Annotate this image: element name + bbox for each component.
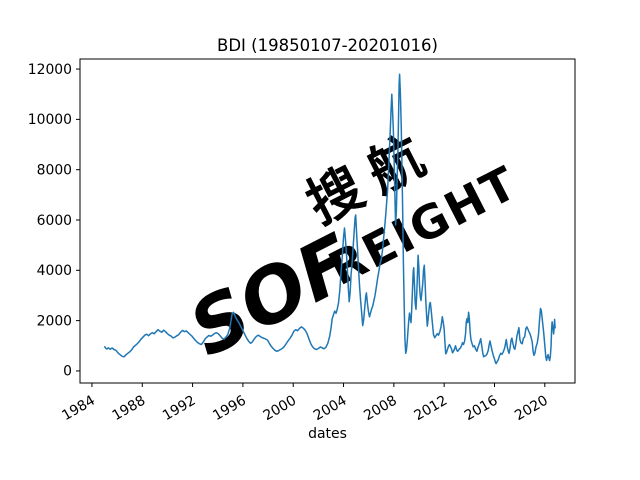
y-tick-label: 12000 [28, 62, 72, 78]
x-tick-label: 1984 [59, 393, 98, 425]
x-tick-label: 1996 [210, 393, 249, 425]
x-tick-label: 2020 [512, 393, 551, 425]
plot-border [79, 58, 576, 384]
x-tick-label: 2012 [412, 393, 451, 425]
bdi-line [104, 73, 556, 365]
y-tick-label: 10000 [28, 112, 72, 128]
y-tick-label: 4000 [37, 263, 72, 279]
bdi-line-series [104, 73, 556, 365]
x-axis-label: dates [308, 426, 347, 442]
y-tick-label: 6000 [37, 213, 72, 229]
y-tick-label: 0 [63, 364, 72, 380]
watermark: SOF REIGHT 搜航 [176, 118, 526, 374]
x-tick-label: 2016 [462, 393, 501, 425]
y-tick-label: 8000 [37, 162, 72, 178]
x-tick-label: 1988 [110, 393, 149, 425]
x-tick-label: 2000 [261, 393, 300, 425]
x-tick-label: 1992 [160, 393, 199, 425]
x-tick-label: 2004 [311, 393, 350, 425]
x-tick-label: 2008 [361, 393, 400, 425]
y-tick-label: 2000 [37, 313, 72, 329]
chart-title: BDI (19850107-20201016) [217, 36, 438, 55]
